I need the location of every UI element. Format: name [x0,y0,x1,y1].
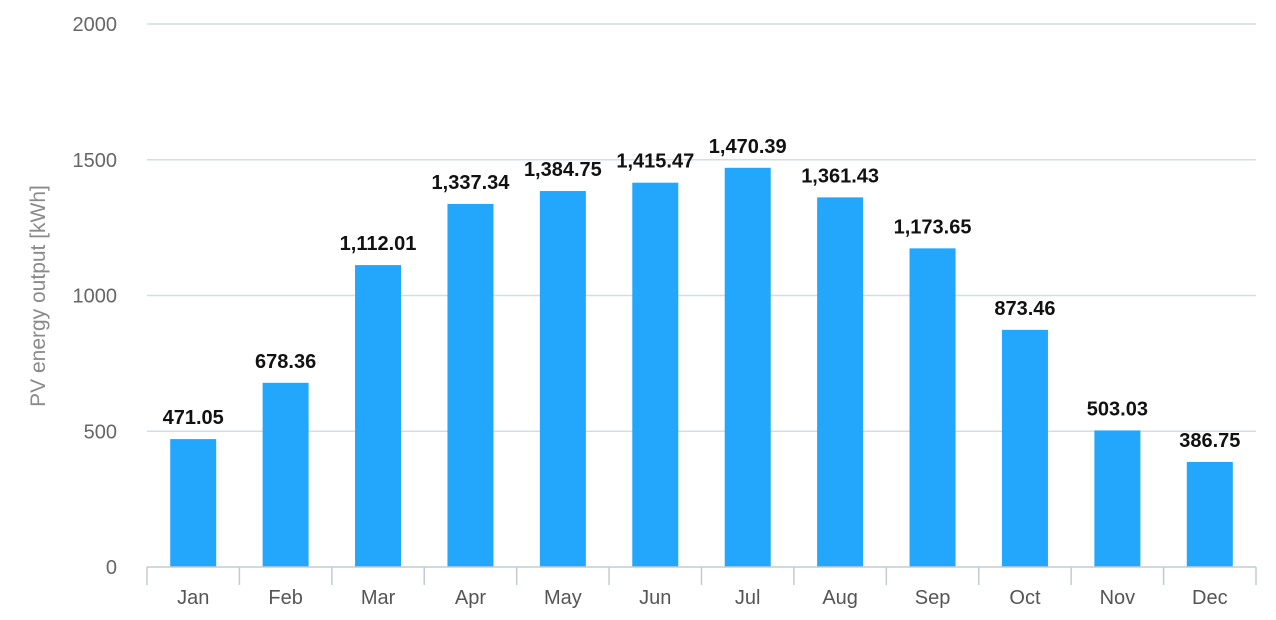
y-axis-tick-labels: 0 500 1000 1500 2000 [73,14,118,579]
data-label-jun: 1,415.47 [616,151,694,173]
x-tick-label-may: May [544,587,582,609]
bar-dec [1186,461,1233,567]
y-tick-label-1500: 1500 [73,150,118,172]
data-label-jul: 1,470.39 [709,136,787,158]
x-tick-label-nov: Nov [1100,587,1136,609]
data-label-may: 1,384.75 [524,159,602,181]
data-label-nov: 503.03 [1087,398,1148,420]
x-tick-label-aug: Aug [822,587,858,609]
x-axis: Jan Feb Mar Apr May Jun Jul Aug Sep Oct Nov Dec [146,566,1257,609]
gridlines [147,23,1256,432]
bar-feb [262,382,309,567]
data-labels: 471.05 678.36 1,112.01 1,337.34 1,384.75 1,41… [163,136,1241,452]
bar-apr [447,203,494,568]
y-tick-label-2000: 2000 [73,14,118,36]
x-tick-label-dec: Dec [1192,587,1228,609]
bar-sep [909,248,956,568]
bar-nov [1094,430,1141,567]
x-tick-label-feb: Feb [268,587,302,609]
bar-may [539,191,586,567]
data-label-dec: 386.75 [1179,430,1240,452]
bar-jul [724,167,771,567]
bar-jan [170,439,217,567]
data-label-feb: 678.36 [255,351,316,373]
x-tick-label-jun: Jun [639,587,671,609]
data-label-aug: 1,361.43 [801,165,879,187]
x-tick-label-oct: Oct [1009,587,1041,609]
y-tick-label-1000: 1000 [73,286,118,308]
bar-aug [817,197,864,567]
data-label-mar: 1,112.01 [340,233,417,255]
data-label-apr: 1,337.34 [432,172,511,194]
y-tick-label-500: 500 [84,421,117,443]
x-tick-label-mar: Mar [361,587,396,609]
bars [170,167,1233,568]
bar-jun [632,182,679,567]
x-tick-label-jul: Jul [735,587,761,609]
y-axis-title: PV energy output [kWh] [27,185,50,407]
x-tick-label-apr: Apr [455,587,486,609]
x-tick-label-sep: Sep [915,587,951,609]
data-label-sep: 1,173.65 [894,216,972,238]
data-label-oct: 873.46 [994,298,1055,320]
x-tick-label-jan: Jan [177,587,209,609]
bar-mar [355,265,402,567]
bar-oct [1001,329,1048,567]
data-label-jan: 471.05 [163,407,224,429]
y-tick-label-0: 0 [106,557,117,579]
